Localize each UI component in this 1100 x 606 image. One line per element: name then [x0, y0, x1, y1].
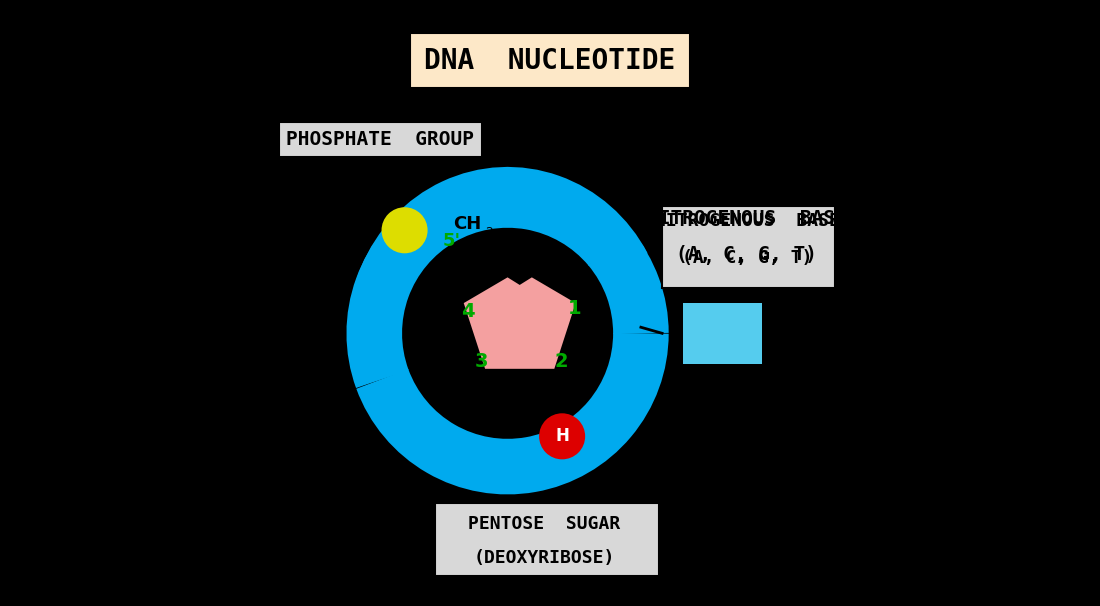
Text: PENTOSE  SUGAR: PENTOSE SUGAR: [468, 515, 620, 533]
Circle shape: [382, 207, 428, 253]
Text: 2: 2: [485, 227, 493, 239]
Text: (A, C, G, T): (A, C, G, T): [676, 245, 817, 264]
Text: (A, C, G, T): (A, C, G, T): [682, 248, 812, 267]
Text: H: H: [556, 427, 569, 445]
FancyBboxPatch shape: [662, 206, 835, 288]
Text: 2: 2: [554, 351, 569, 371]
Circle shape: [539, 413, 585, 459]
Text: 3: 3: [474, 351, 487, 371]
Text: NITROGENOUS  BASE: NITROGENOUS BASE: [654, 212, 839, 230]
Polygon shape: [462, 276, 578, 370]
Text: 5': 5': [442, 231, 461, 250]
Text: 4: 4: [461, 302, 475, 321]
Text: PHOSPHATE  GROUP: PHOSPHATE GROUP: [286, 130, 474, 149]
Text: NITROGENOUS  BASE: NITROGENOUS BASE: [647, 208, 847, 228]
FancyBboxPatch shape: [434, 503, 659, 576]
FancyBboxPatch shape: [683, 303, 762, 364]
Text: DNA  NUCLEOTIDE: DNA NUCLEOTIDE: [425, 47, 675, 75]
Text: (DEOXYRIBOSE): (DEOXYRIBOSE): [473, 548, 615, 567]
Text: 1: 1: [568, 299, 581, 318]
Text: CH: CH: [453, 215, 482, 233]
